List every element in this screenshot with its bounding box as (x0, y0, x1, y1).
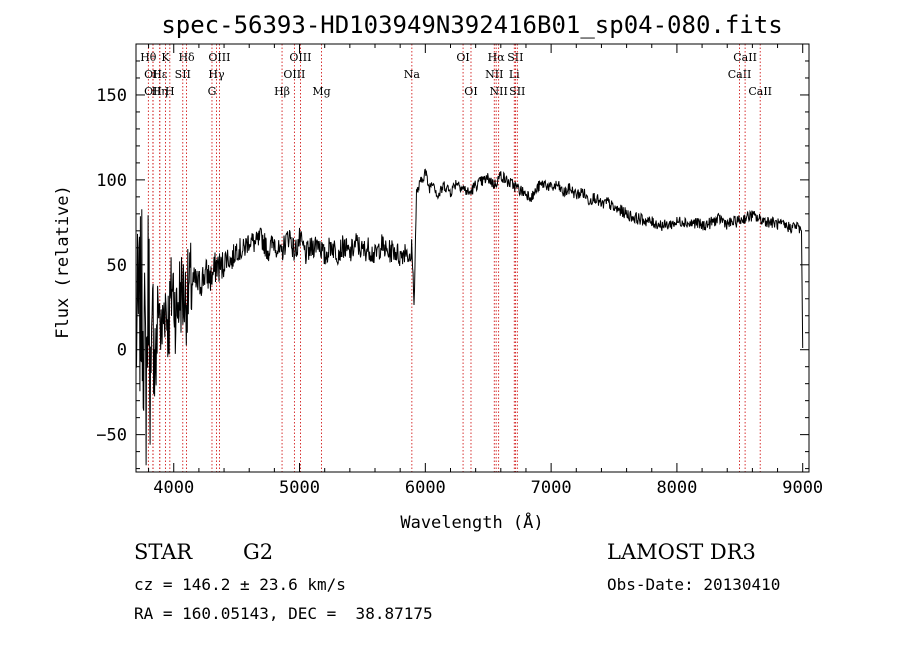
line-label-3: Hε (152, 68, 168, 81)
y-tick-label-1: 0 (117, 341, 127, 361)
line-label-0: Hθ (140, 51, 157, 64)
survey-name: LAMOST DR3 (607, 540, 756, 564)
y-axis-label: Flux (relative) (53, 185, 73, 339)
object-subclass: G2 (243, 540, 274, 564)
chart-title: spec-56393-HD103949N392416B01_sp04-080.f… (161, 11, 782, 39)
x-tick-label-3: 7000 (531, 478, 572, 498)
line-label-7: SII (175, 68, 191, 81)
line-label-26: CaII (733, 51, 757, 64)
line-label-25: CaII (728, 68, 752, 81)
line-label-5: K (161, 51, 170, 64)
line-label-14: OIII (289, 51, 311, 64)
line-label-9: G (208, 85, 217, 98)
plot-frame (135, 43, 810, 473)
line-label-18: OI (464, 85, 477, 98)
y-tick-label-4: 150 (96, 86, 127, 106)
x-axis: 4000 5000 6000 7000 8000 9000 (148, 44, 823, 498)
line-label-15: Mg (312, 85, 330, 98)
line-label-6: H (165, 85, 175, 98)
x-axis-label: Wavelength (Å) (400, 511, 543, 533)
y-tick-label-2: 50 (107, 256, 127, 276)
line-label-11: OIII (208, 51, 230, 64)
spectral-line-markers: HθOIIOIIHεHηKHSIIHδGHγOIIIHβOIIIOIIIMgNa… (140, 44, 772, 472)
line-label-8: Hδ (178, 51, 195, 64)
line-label-24: SII (509, 85, 525, 98)
x-tick-label-0: 4000 (153, 478, 194, 498)
x-tick-label-4: 8000 (656, 478, 697, 498)
line-label-23: SII (507, 51, 523, 64)
line-label-17: OI (456, 51, 469, 64)
line-label-20: Hα (488, 51, 506, 64)
line-label-10: Hγ (208, 68, 225, 81)
line-label-4: Hη (152, 85, 168, 98)
line-label-13: OIII (283, 68, 305, 81)
line-label-22: Li (509, 68, 520, 81)
coordinates: RA = 160.05143, DEC = 38.87175 (134, 604, 433, 623)
y-axis: −50 0 50 100 150 (96, 43, 809, 470)
observation-date: Obs-Date: 20130410 (607, 575, 781, 594)
x-tick-label-5: 9000 (782, 478, 823, 498)
redshift-value: cz = 146.2 ± 23.6 km/s (134, 575, 346, 594)
line-label-1: OII (144, 68, 162, 81)
line-label-21: NII (490, 85, 508, 98)
line-label-27: CaII (748, 85, 772, 98)
line-label-19: NII (485, 68, 503, 81)
object-class: STAR (134, 540, 193, 564)
y-tick-label-0: −50 (96, 426, 127, 446)
line-label-16: Na (404, 68, 421, 81)
x-tick-label-1: 5000 (279, 478, 320, 498)
flux-series-line (135, 168, 804, 466)
line-label-12: Hβ (274, 85, 290, 98)
line-label-2: OII (144, 85, 162, 98)
y-tick-label-3: 100 (96, 171, 127, 191)
x-tick-label-2: 6000 (405, 478, 446, 498)
